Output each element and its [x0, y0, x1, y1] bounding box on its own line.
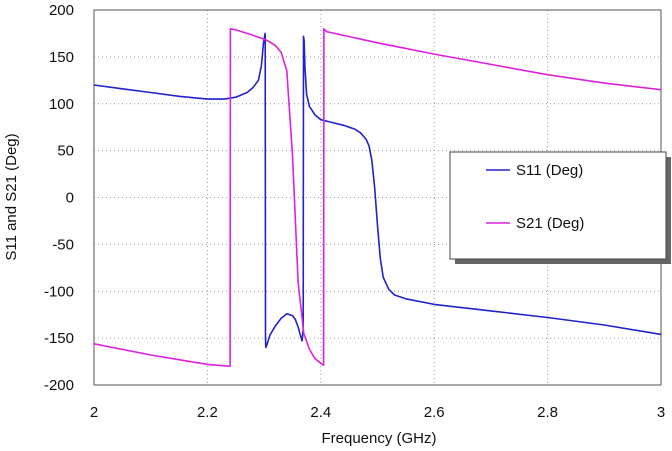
y-tick-label: 0: [66, 190, 74, 207]
legend: S11 (Deg) S21 (Deg): [449, 151, 671, 264]
y-axis-title: S11 and S21 (Deg): [3, 133, 20, 260]
y-tick-label: -150: [44, 330, 74, 347]
series-layer: [93, 27, 662, 368]
y-tick-label: -200: [44, 377, 74, 394]
x-tick-label: 3: [657, 404, 665, 421]
legend-box: [449, 151, 667, 260]
y-tick-label: 100: [49, 96, 74, 113]
y-tick-label: 50: [57, 143, 74, 160]
x-tick-label: 2: [90, 404, 98, 421]
x-axis-ticks: 2 2.2 2.4 2.6 2.8 3: [90, 404, 665, 421]
x-tick-label: 2.2: [197, 404, 218, 421]
y-tick-label: 200: [49, 2, 74, 19]
x-tick-label: 2.6: [424, 404, 445, 421]
legend-label-s21: S21 (Deg): [516, 215, 584, 232]
x-tick-label: 2.8: [537, 404, 558, 421]
y-tick-label: 150: [49, 49, 74, 66]
y-tick-label: -50: [52, 236, 74, 253]
x-tick-label: 2.4: [310, 404, 331, 421]
series-line-s21: [93, 27, 662, 368]
y-axis-ticks: 200 150 100 50 0 -50 -100 -150 -200: [44, 2, 74, 394]
x-axis-title: Frequency (GHz): [321, 430, 436, 447]
series-line-s11: [93, 32, 662, 349]
y-tick-label: -100: [44, 283, 74, 300]
legend-label-s11: S11 (Deg): [516, 162, 583, 179]
